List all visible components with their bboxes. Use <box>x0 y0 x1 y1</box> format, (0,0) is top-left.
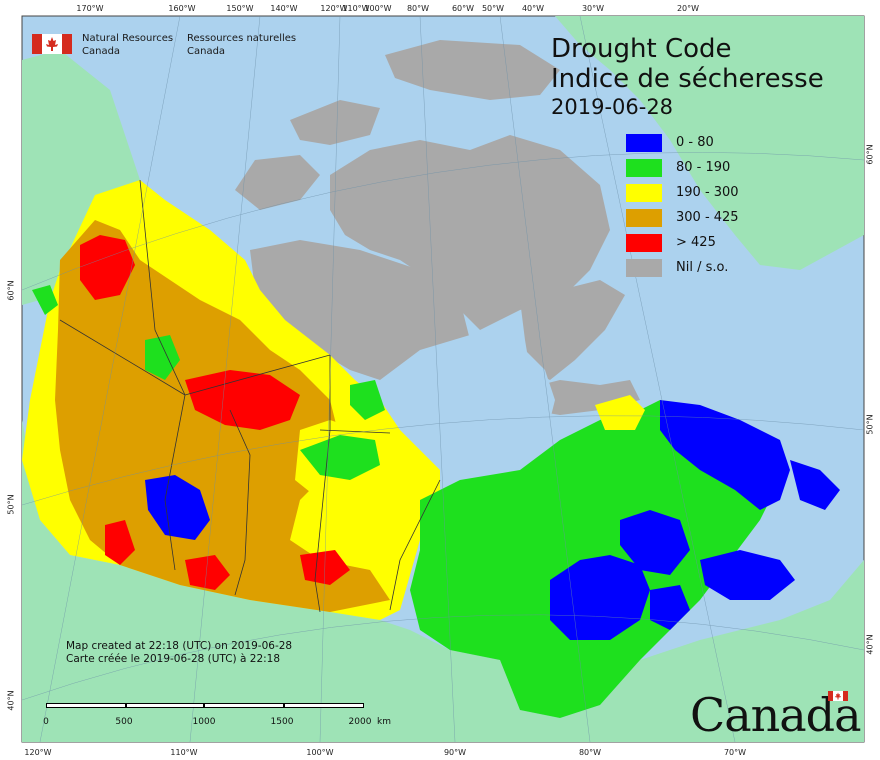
northern-mainland-nodata <box>250 240 470 385</box>
tick-bottom-1: 120°W <box>24 748 52 757</box>
scale-segment <box>204 703 284 708</box>
hudson-bay <box>380 335 555 480</box>
tick-top-13: 20°W <box>676 4 700 13</box>
agency-name-fr: Ressources naturelles Canada <box>187 32 296 58</box>
agency-fr-line1: Ressources naturelles <box>187 33 297 44</box>
scale-label: 500 <box>115 717 133 727</box>
wordmark-flag-icon <box>828 691 848 701</box>
arctic-island-2 <box>290 100 380 145</box>
tick-bottom-6: 70°W <box>723 748 747 757</box>
scale-segment <box>126 703 204 708</box>
legend-swatch <box>626 184 662 202</box>
greenland-land <box>555 16 864 270</box>
tick-left-3: 40°N <box>6 690 16 711</box>
map-credits: Map created at 22:18 (UTC) on 2019-06-28… <box>66 640 292 666</box>
map-date: 2019-06-28 <box>551 95 674 119</box>
tick-right-2: 50°N <box>865 414 875 435</box>
legend-label: Nil / s.o. <box>676 260 729 275</box>
tick-top-1: 170°W <box>76 4 104 13</box>
agency-en-line2: Canada <box>82 46 121 57</box>
legend-label: 80 - 190 <box>676 160 731 175</box>
arctic-island-3 <box>385 40 560 100</box>
graticule <box>21 15 865 743</box>
scale-label: 0 <box>43 717 49 727</box>
scale-unit: km <box>377 717 391 727</box>
drought-areas <box>22 180 840 718</box>
tick-left-1: 60°N <box>6 280 16 301</box>
credit-en: Map created at 22:18 (UTC) on 2019-06-28 <box>66 640 293 652</box>
baffin-island <box>520 280 625 380</box>
tick-top-5: 120°W <box>320 4 348 13</box>
tick-bottom-5: 80°W <box>578 748 602 757</box>
canada-flag-icon <box>32 34 72 54</box>
legend-label: > 425 <box>676 235 716 250</box>
legend-swatch <box>626 209 662 227</box>
tick-top-7: 100°W <box>364 4 392 13</box>
tick-top-3: 150°W <box>226 4 254 13</box>
title-fr: Indice de sécheresse <box>551 64 824 94</box>
arctic-island-4 <box>330 135 610 330</box>
tick-bottom-4: 90°W <box>443 748 467 757</box>
scale-segment <box>46 703 126 708</box>
legend-swatch <box>626 159 662 177</box>
legend-label: 300 - 425 <box>676 210 739 225</box>
scale-segment <box>284 703 364 708</box>
tick-bottom-2: 110°W <box>170 748 198 757</box>
tick-top-9: 60°W <box>451 4 475 13</box>
arctic-island-1 <box>235 155 320 210</box>
scale-label: 1000 <box>192 717 216 727</box>
tick-left-2: 50°N <box>6 494 16 515</box>
legend-label: 0 - 80 <box>676 135 714 150</box>
tick-top-10: 50°W <box>481 4 505 13</box>
tick-top-12: 30°W <box>581 4 605 13</box>
credit-fr: Carte créée le 2019-06-28 (UTC) à 22:18 <box>66 653 281 665</box>
title-en: Drought Code <box>551 34 732 64</box>
legend-swatch <box>626 259 662 277</box>
tick-right-1: 60°N <box>865 144 875 165</box>
legend-swatch <box>626 134 662 152</box>
province-boundaries <box>59 179 441 613</box>
tick-bottom-3: 100°W <box>306 748 334 757</box>
map-title: Drought Code Indice de sécheresse <box>551 34 824 94</box>
scale-bar: 0 500 1000 1500 2000 km <box>43 703 391 733</box>
agency-fr-line2: Canada <box>187 46 226 57</box>
legend-label: 190 - 300 <box>676 185 739 200</box>
tick-top-11: 40°W <box>521 4 545 13</box>
agency-en-line1: Natural Resources <box>82 33 174 44</box>
tick-right-3: 40°N <box>865 634 875 655</box>
legend-swatch <box>626 234 662 252</box>
tick-top-2: 160°W <box>168 4 196 13</box>
tick-top-6: 110°W <box>342 4 370 13</box>
tick-top-8: 80°W <box>406 4 430 13</box>
scale-label: 2000 <box>348 717 372 727</box>
tick-top-4: 140°W <box>270 4 298 13</box>
usa-land <box>22 420 864 742</box>
scale-label: 1500 <box>270 717 294 727</box>
agency-name-en: Natural Resources Canada <box>82 32 173 58</box>
